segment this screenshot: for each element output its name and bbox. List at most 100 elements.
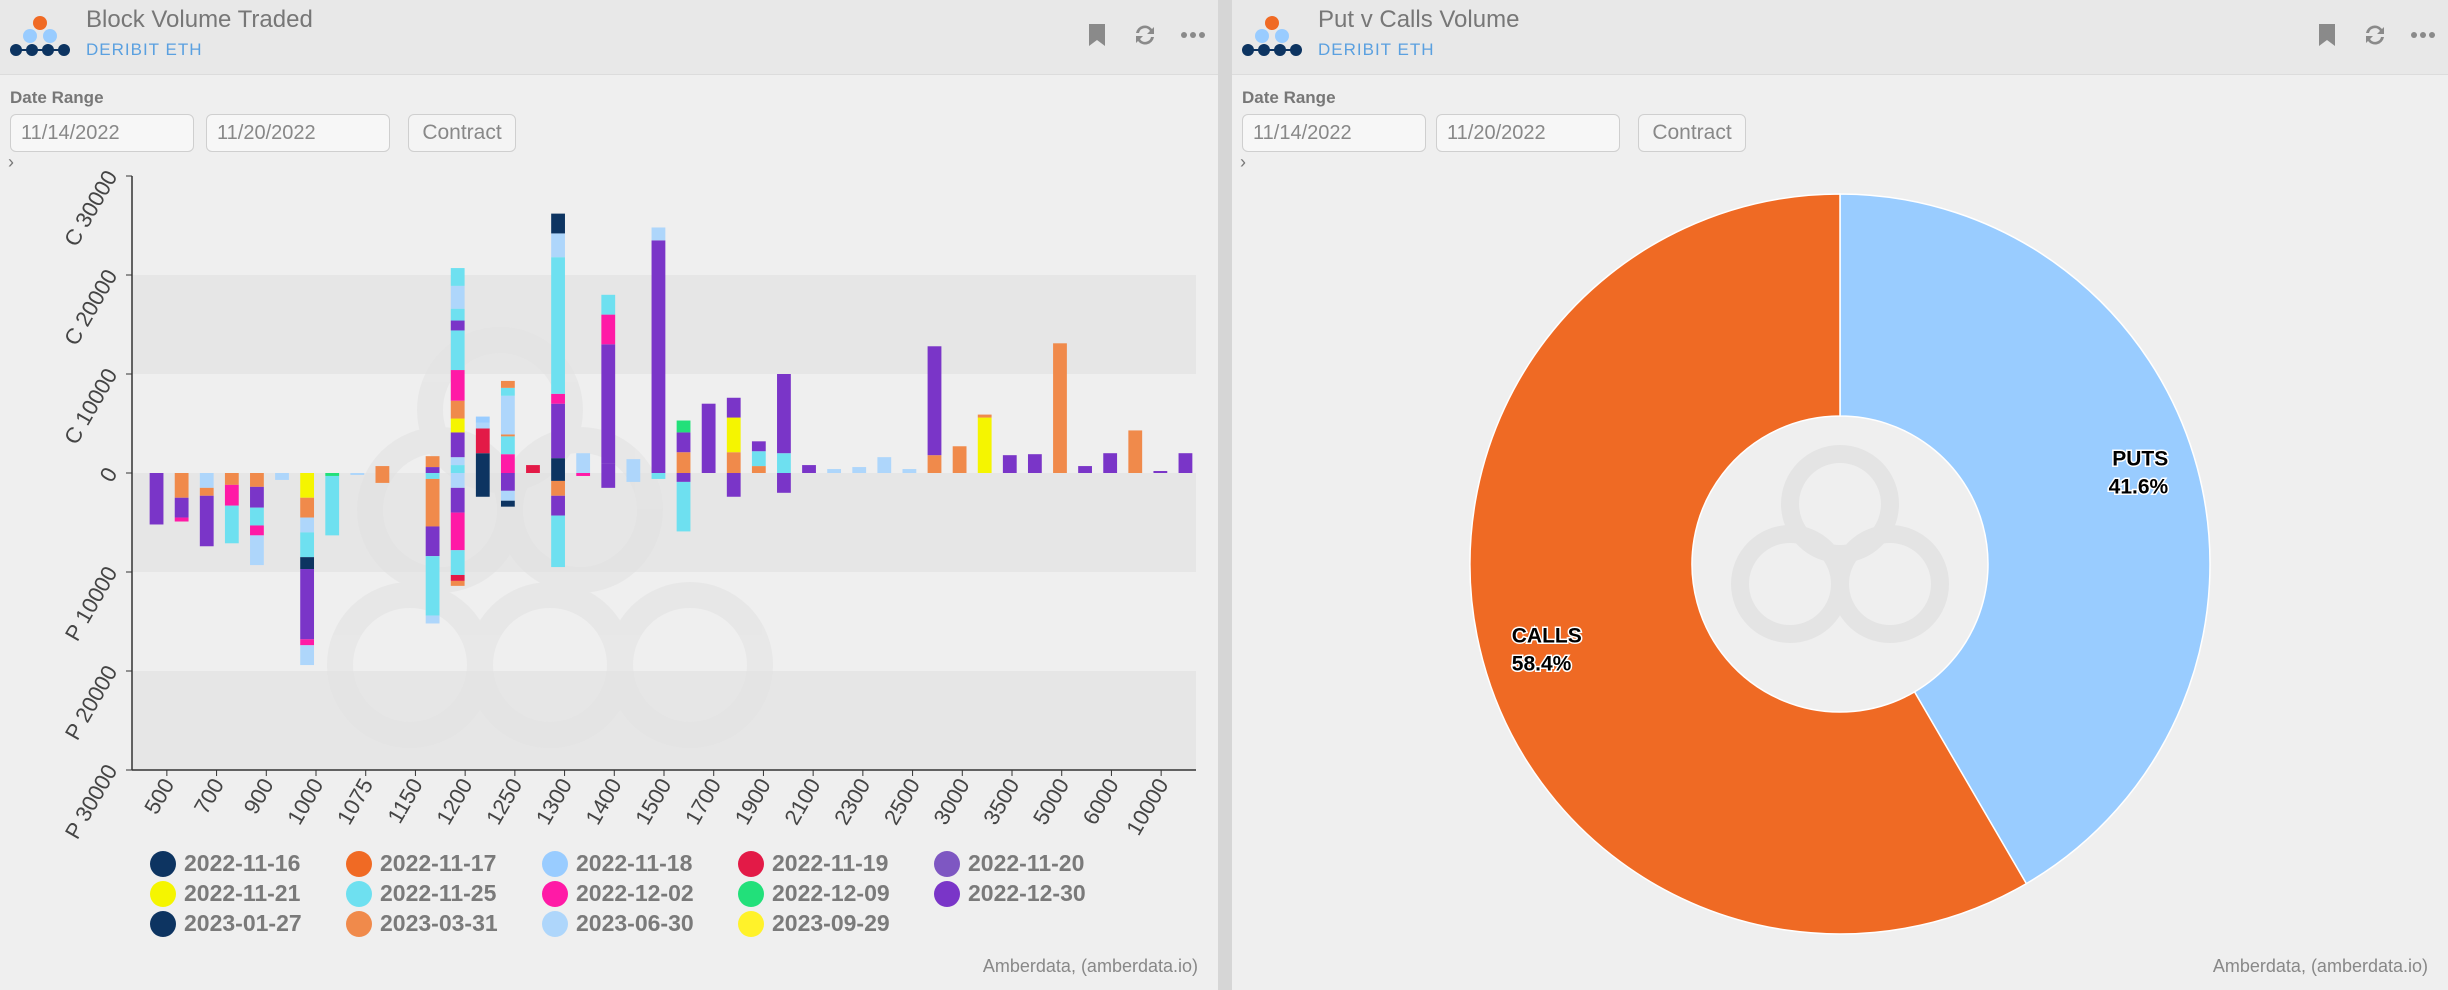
legend-item[interactable]: 2023-03-31: [346, 910, 498, 937]
bar-segment[interactable]: [751, 441, 766, 452]
bar-segment[interactable]: [425, 615, 440, 624]
legend-item[interactable]: 2022-11-16: [150, 850, 300, 877]
bar-segment[interactable]: [450, 320, 465, 331]
bar-segment[interactable]: [751, 451, 766, 467]
refresh-icon[interactable]: [1130, 20, 1160, 50]
bar-segment[interactable]: [852, 467, 867, 473]
legend-item[interactable]: 2022-11-25: [346, 880, 496, 907]
bar-segment[interactable]: [224, 484, 239, 506]
bar-segment[interactable]: [1178, 453, 1193, 473]
bar-segment[interactable]: [425, 556, 440, 616]
bar-segment[interactable]: [676, 481, 691, 532]
bar-segment[interactable]: [500, 490, 515, 501]
bar-segment[interactable]: [275, 473, 289, 480]
bar-segment[interactable]: [500, 387, 515, 396]
bar-segment[interactable]: [450, 512, 465, 551]
bar-segment[interactable]: [425, 526, 440, 557]
bar-segment[interactable]: [1103, 453, 1118, 473]
bar-segment[interactable]: [1027, 454, 1042, 473]
bar-segment[interactable]: [300, 517, 315, 533]
legend-item[interactable]: 2023-06-30: [542, 910, 694, 937]
bar-segment[interactable]: [450, 285, 465, 309]
bar-segment[interactable]: [651, 227, 666, 241]
bar-segment[interactable]: [1002, 455, 1017, 473]
bar-segment[interactable]: [902, 469, 917, 473]
bar-segment[interactable]: [551, 515, 565, 568]
bar-segment[interactable]: [174, 517, 189, 522]
bar-segment[interactable]: [601, 314, 616, 345]
bar-segment[interactable]: [475, 422, 490, 429]
bar-segment[interactable]: [199, 487, 214, 496]
bar-segment[interactable]: [300, 532, 315, 558]
bar-segment[interactable]: [199, 473, 214, 488]
bar-segment[interactable]: [325, 473, 340, 476]
bar-segment[interactable]: [250, 473, 264, 487]
bar-segment[interactable]: [676, 432, 691, 453]
bar-segment[interactable]: [250, 507, 264, 526]
bar-segment[interactable]: [551, 393, 565, 404]
bar-segment[interactable]: [450, 574, 465, 581]
bar-segment[interactable]: [601, 473, 616, 488]
bar-segment[interactable]: [250, 535, 264, 566]
bar-segment[interactable]: [576, 473, 591, 476]
bar-segment[interactable]: [500, 500, 515, 507]
bar-segment[interactable]: [250, 525, 264, 536]
bar-segment[interactable]: [450, 473, 465, 488]
legend-item[interactable]: 2022-11-20: [934, 850, 1084, 877]
legend-item[interactable]: 2023-01-27: [150, 910, 302, 937]
bar-segment[interactable]: [500, 473, 515, 491]
bar-segment[interactable]: [300, 473, 315, 498]
expand-chevron-icon[interactable]: ›: [1240, 152, 1246, 172]
bar-segment[interactable]: [676, 473, 691, 482]
more-options-icon[interactable]: [1178, 20, 1208, 50]
bar-segment[interactable]: [726, 397, 741, 418]
bar-segment[interactable]: [450, 457, 465, 466]
bar-segment[interactable]: [977, 417, 992, 473]
bar-segment[interactable]: [375, 466, 390, 473]
legend-item[interactable]: 2023-09-29: [738, 910, 890, 937]
bar-segment[interactable]: [726, 417, 741, 453]
bar-segment[interactable]: [751, 466, 766, 473]
refresh-icon[interactable]: [2360, 20, 2390, 50]
bar-segment[interactable]: [551, 213, 565, 234]
legend-item[interactable]: 2022-12-30: [934, 880, 1086, 907]
bar-segment[interactable]: [475, 428, 490, 454]
bar-segment[interactable]: [300, 639, 315, 646]
bar-segment[interactable]: [500, 434, 515, 437]
legend-item[interactable]: 2022-11-21: [150, 880, 300, 907]
end-date-input[interactable]: [1436, 114, 1620, 152]
bar-segment[interactable]: [350, 473, 365, 475]
bar-segment[interactable]: [701, 403, 716, 473]
bar-segment[interactable]: [551, 403, 565, 459]
bar-segment[interactable]: [777, 473, 791, 493]
bar-segment[interactable]: [199, 495, 214, 547]
bar-segment[interactable]: [475, 453, 490, 473]
bar-segment[interactable]: [526, 465, 540, 473]
bar-segment[interactable]: [325, 475, 340, 536]
pie-slice-puts[interactable]: [1839, 193, 2211, 885]
bar-segment[interactable]: [827, 469, 842, 473]
bar-segment[interactable]: [224, 505, 239, 544]
bar-segment[interactable]: [450, 268, 465, 286]
start-date-input[interactable]: [1242, 114, 1426, 152]
more-options-icon[interactable]: [2408, 20, 2438, 50]
bar-segment[interactable]: [877, 457, 892, 473]
bar-segment[interactable]: [450, 400, 465, 419]
bar-segment[interactable]: [927, 346, 942, 456]
bar-segment[interactable]: [651, 240, 666, 473]
bar-segment[interactable]: [777, 374, 791, 454]
bar-segment[interactable]: [174, 473, 189, 498]
bar-segment[interactable]: [450, 465, 465, 473]
bar-segment[interactable]: [450, 370, 465, 401]
bar-segment[interactable]: [777, 453, 791, 473]
bar-segment[interactable]: [500, 380, 515, 388]
bar-segment[interactable]: [300, 497, 315, 518]
legend-item[interactable]: 2022-12-02: [542, 880, 694, 907]
bar-segment[interactable]: [375, 473, 390, 483]
bar-segment[interactable]: [551, 257, 565, 394]
bar-segment[interactable]: [450, 487, 465, 513]
bookmark-icon[interactable]: [1082, 20, 1112, 50]
bar-segment[interactable]: [475, 473, 490, 497]
bar-segment[interactable]: [676, 452, 691, 473]
bar-segment[interactable]: [626, 473, 641, 482]
